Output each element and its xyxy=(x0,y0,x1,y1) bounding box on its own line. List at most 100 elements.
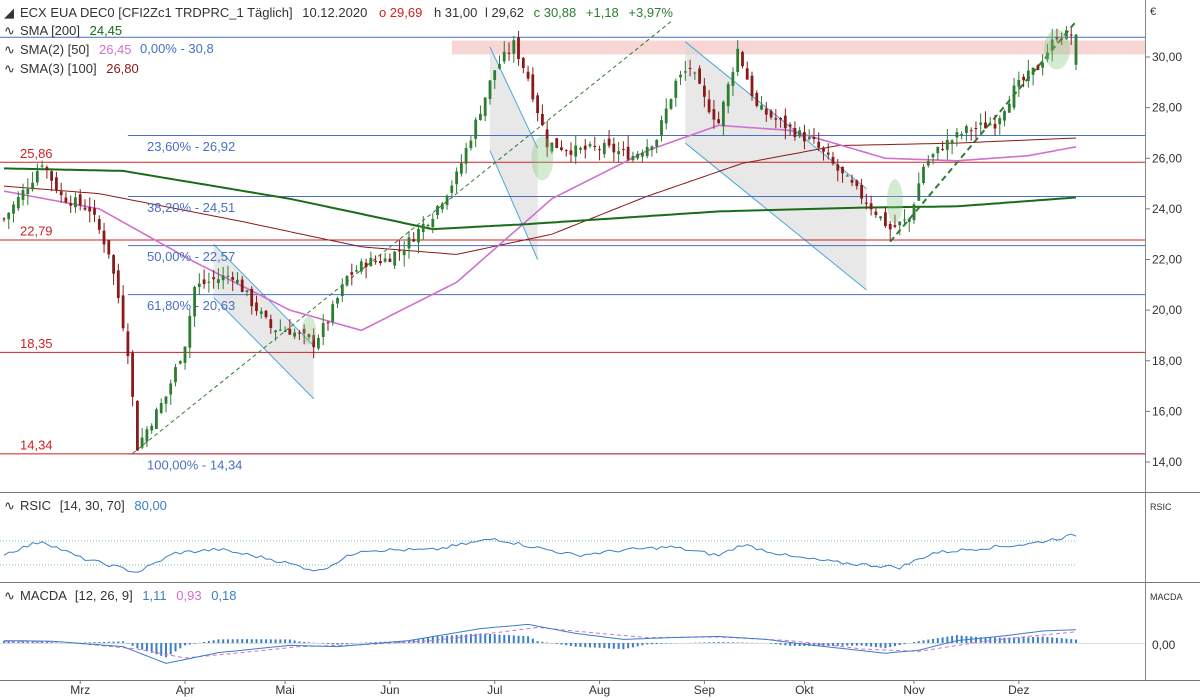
candle-body xyxy=(993,123,997,129)
trendlines xyxy=(132,20,1077,454)
macd-value: 1,11 xyxy=(142,588,166,603)
candle-body xyxy=(359,261,363,272)
candle-body xyxy=(807,137,811,140)
candle-body xyxy=(355,270,358,272)
candle-body xyxy=(116,270,120,298)
svg-text:SMA(2) [50] 26,45: SMA(2) [50] 26,45 xyxy=(20,42,132,57)
candle-body xyxy=(483,97,487,116)
candle-body xyxy=(245,290,249,292)
candle-body xyxy=(417,228,420,243)
macd-signal-line xyxy=(4,626,1077,659)
candle-body xyxy=(440,203,444,210)
macd-line xyxy=(3,623,1077,664)
x-tick-label-2: Mai xyxy=(275,683,294,697)
candle-body xyxy=(636,153,639,159)
candle-body xyxy=(745,68,749,80)
sma100-line xyxy=(3,137,1077,255)
svg-text:SMA(3) [100] 26,80: SMA(3) [100] 26,80 xyxy=(20,61,139,76)
candle-body xyxy=(736,48,740,72)
header-menu-icon[interactable]: ◢ xyxy=(4,5,14,20)
candle-body xyxy=(512,40,516,54)
y-tick-label-8: 30,00 xyxy=(1152,50,1182,64)
candle-body xyxy=(798,130,801,137)
candle-body xyxy=(936,146,940,154)
candle-body xyxy=(717,119,720,124)
candlesticks xyxy=(2,26,1078,451)
header-high: h 31,00 xyxy=(434,5,477,20)
x-tick-label-9: Dez xyxy=(1008,683,1029,697)
candle-body xyxy=(269,319,273,328)
y-tick-label-4: 22,00 xyxy=(1152,253,1182,267)
candle-body xyxy=(560,147,563,150)
candle-body xyxy=(988,124,992,126)
chart-header: ◢ ECX EUA DEC0 [CFI2Zc1 TRDPRC_1 Täglich… xyxy=(4,5,673,76)
candle-body xyxy=(898,221,902,226)
x-tick-label-4: Jul xyxy=(487,683,502,697)
candle-body xyxy=(831,156,835,164)
candle-body xyxy=(298,332,301,334)
candle-body xyxy=(521,57,525,68)
candle-body xyxy=(960,133,963,135)
candle-body xyxy=(445,195,449,206)
candle-body xyxy=(598,149,601,151)
candle-body xyxy=(588,144,592,147)
price-panel xyxy=(0,0,1145,490)
candle-body xyxy=(1012,85,1016,108)
candle-body xyxy=(174,367,177,383)
candle-body xyxy=(774,118,778,120)
candle-body xyxy=(884,212,887,226)
candle-body xyxy=(236,279,239,283)
svg-text:RSIC [14, 30, 70] 80,0: RSIC [14, 30, 70] 80,00 xyxy=(20,498,167,513)
candle-body xyxy=(393,251,397,266)
candle-body xyxy=(26,188,30,194)
candle-body xyxy=(240,279,244,292)
candle-body xyxy=(307,334,311,337)
candle-body xyxy=(755,92,759,106)
candle-body xyxy=(650,146,654,150)
candle-body xyxy=(202,279,206,285)
candle-body xyxy=(517,37,520,59)
candle-body xyxy=(622,149,625,150)
candle-body xyxy=(64,197,68,203)
candle-body xyxy=(2,218,6,220)
x-tick-label-8: Nov xyxy=(903,683,924,697)
rsi-label: RSIC xyxy=(20,498,51,513)
rsi-axis-label: RSIC xyxy=(1150,502,1172,512)
candle-body xyxy=(488,80,492,99)
header-change-pct: +3,97% xyxy=(628,5,673,20)
price-axis: 14,00 16,00 18,00 20,00 22,00 24,00 26,00 28,00… xyxy=(1145,50,1182,469)
candle-body xyxy=(140,437,144,448)
channel-shade-0 xyxy=(213,244,314,399)
candle-body xyxy=(12,204,15,214)
candle-body xyxy=(83,207,87,210)
x-tick-label-6: Sep xyxy=(694,683,716,697)
candle-body xyxy=(93,208,96,215)
channel-lower-line-1 xyxy=(489,150,539,260)
sma200-label: SMA [200] xyxy=(20,23,80,38)
candle-body xyxy=(845,175,849,177)
candle-body xyxy=(350,272,354,275)
highlight-ellipse-2 xyxy=(886,179,903,224)
rsi-line xyxy=(3,533,1077,573)
macd-params: [12, 26, 9] xyxy=(75,588,133,603)
candle-body xyxy=(288,328,292,335)
candle-body xyxy=(55,177,58,191)
candle-body xyxy=(226,275,230,277)
fib-label-5: 100,00% - 14,34 xyxy=(147,457,242,472)
candle-body xyxy=(984,122,987,129)
candle-body xyxy=(912,204,916,220)
rsi-value: 80,00 xyxy=(134,498,167,513)
candle-body xyxy=(1074,34,1078,65)
fib-label-1: 23,60% - 26,92 xyxy=(147,139,235,154)
candle-body xyxy=(698,68,701,84)
candle-body xyxy=(607,138,611,146)
candle-body xyxy=(121,295,125,329)
rsi-params: [14, 30, 70] xyxy=(60,498,125,513)
moving-averages xyxy=(3,124,1077,332)
svg-text:MACDA [12, 26, 9] 1,11: MACDA [12, 26, 9] 1,11 0,93 0,18 xyxy=(20,588,237,603)
sma50-label: SMA(2) [50] xyxy=(20,42,89,57)
candle-body xyxy=(1041,62,1044,68)
candle-body xyxy=(1065,30,1068,40)
support-label-2: 18,35 xyxy=(20,336,53,351)
